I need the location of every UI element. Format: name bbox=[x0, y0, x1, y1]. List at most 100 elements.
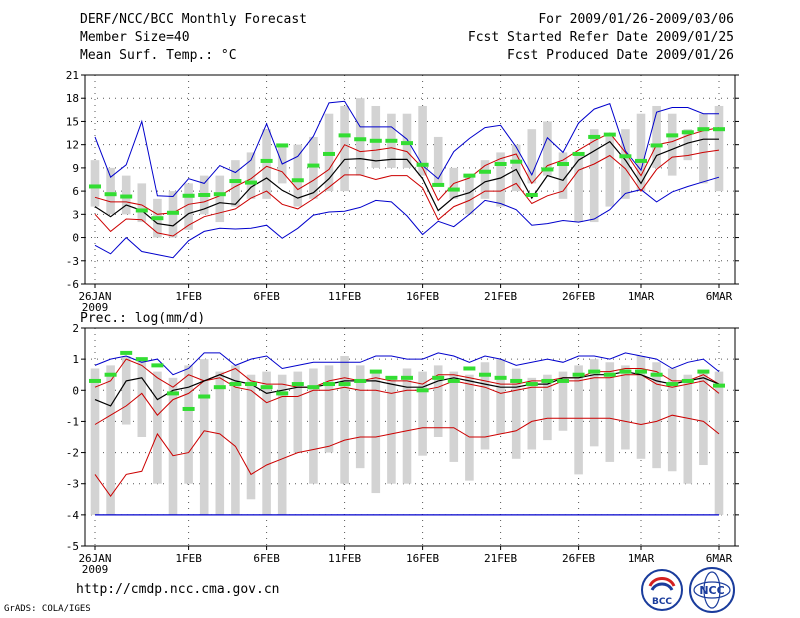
median-marker bbox=[588, 369, 601, 374]
box-bar bbox=[543, 121, 552, 176]
x-year-label: 2009 bbox=[82, 563, 109, 576]
x-tick-label: 26JAN bbox=[78, 552, 111, 565]
x-tick-label: 16FEB bbox=[406, 552, 439, 565]
x-tick-label: 26JAN bbox=[78, 290, 111, 303]
median-marker bbox=[369, 369, 382, 374]
y-tick-label: -3 bbox=[66, 255, 79, 268]
median-marker bbox=[151, 216, 164, 221]
precip-title: Prec.: log(mm/d) bbox=[80, 311, 205, 326]
member-size: Member Size=40 bbox=[80, 30, 190, 45]
x-tick-label: 6FEB bbox=[253, 290, 280, 303]
median-marker bbox=[307, 163, 320, 168]
median-marker bbox=[401, 375, 413, 380]
box-bar bbox=[402, 113, 412, 168]
box-bar bbox=[137, 359, 147, 437]
x-tick-label: 1MAR bbox=[628, 552, 655, 565]
x-tick-label: 21FEB bbox=[484, 290, 517, 303]
box-bar bbox=[667, 368, 677, 472]
median-marker bbox=[510, 159, 523, 164]
box-bar bbox=[558, 371, 568, 431]
median-marker bbox=[603, 372, 616, 377]
x-tick-label: 16FEB bbox=[406, 290, 439, 303]
median-marker bbox=[89, 184, 101, 189]
median-marker bbox=[432, 182, 445, 187]
fcst-started-date: Fcst Started Refer Date 2009/01/25 bbox=[467, 30, 734, 45]
median-marker bbox=[619, 154, 632, 159]
median-marker bbox=[510, 378, 523, 383]
median-marker bbox=[229, 382, 242, 387]
y-tick-label: -1 bbox=[66, 415, 79, 428]
median-marker bbox=[354, 137, 367, 142]
median-marker bbox=[635, 158, 647, 163]
box-bar bbox=[418, 371, 427, 456]
mean-line bbox=[94, 138, 719, 227]
median-marker bbox=[416, 388, 429, 393]
sd-lower-line bbox=[94, 149, 720, 237]
median-marker bbox=[245, 382, 257, 387]
median-marker bbox=[89, 378, 101, 383]
median-marker bbox=[229, 179, 242, 184]
box-bar bbox=[340, 105, 349, 192]
y-tick-label: -4 bbox=[66, 509, 80, 522]
box-bar bbox=[480, 362, 490, 450]
x-tick-label: 26FEB bbox=[562, 290, 595, 303]
fcst-produced-date: Fcst Produced Date 2009/01/26 bbox=[507, 48, 734, 63]
bcc-logo: BCC bbox=[641, 569, 683, 611]
median-marker bbox=[447, 378, 460, 383]
box-bar bbox=[106, 365, 115, 515]
box-bar bbox=[121, 356, 131, 425]
median-marker bbox=[557, 378, 569, 383]
box-bar bbox=[106, 167, 115, 215]
median-marker bbox=[385, 375, 398, 380]
y-tick-label: 3 bbox=[72, 208, 79, 221]
box-bar bbox=[246, 152, 256, 199]
median-marker bbox=[666, 133, 679, 138]
box-bar bbox=[309, 136, 318, 199]
y-tick-label: -2 bbox=[66, 447, 79, 460]
median-marker bbox=[198, 192, 211, 197]
median-marker bbox=[697, 369, 710, 374]
median-marker bbox=[291, 382, 304, 387]
box-bar bbox=[496, 359, 505, 434]
box-bar bbox=[589, 129, 599, 223]
box-bar bbox=[589, 359, 599, 447]
box-bar bbox=[355, 365, 365, 469]
x-tick-label: 11FEB bbox=[328, 552, 361, 565]
median-marker bbox=[276, 391, 289, 396]
median-marker bbox=[369, 138, 382, 143]
box-bar bbox=[418, 105, 427, 176]
box-bar bbox=[324, 365, 334, 453]
y-tick-label: 2 bbox=[72, 322, 79, 335]
median-marker bbox=[650, 372, 663, 377]
y-tick-label: 6 bbox=[72, 185, 79, 198]
median-marker bbox=[588, 134, 601, 139]
box-bar bbox=[231, 160, 240, 207]
median-marker bbox=[525, 192, 538, 197]
bcc-logo-text: BCC bbox=[652, 597, 672, 607]
box-bar bbox=[90, 368, 100, 515]
source-url[interactable]: http://cmdp.ncc.cma.gov.cn bbox=[76, 582, 280, 597]
box-bar bbox=[90, 160, 100, 207]
median-marker bbox=[681, 130, 694, 135]
box-bar bbox=[636, 356, 646, 459]
median-marker bbox=[557, 162, 569, 167]
median-marker bbox=[338, 133, 351, 138]
box-bar bbox=[184, 183, 193, 230]
x-year-label: 2009 bbox=[82, 301, 109, 314]
median-marker bbox=[120, 350, 133, 355]
box-bar bbox=[371, 371, 381, 494]
x-tick-label: 6FEB bbox=[253, 552, 280, 565]
box-bar bbox=[574, 152, 583, 223]
median-marker bbox=[666, 382, 679, 387]
box-bar bbox=[277, 374, 287, 515]
ncc-logo: NCC bbox=[689, 567, 735, 613]
box-bar bbox=[465, 175, 474, 215]
median-marker bbox=[120, 194, 133, 199]
box-bar bbox=[667, 113, 677, 176]
x-tick-label: 21FEB bbox=[484, 552, 517, 565]
box-bar bbox=[246, 374, 256, 500]
median-marker bbox=[135, 357, 148, 362]
median-marker bbox=[494, 162, 507, 167]
median-marker bbox=[447, 187, 460, 192]
